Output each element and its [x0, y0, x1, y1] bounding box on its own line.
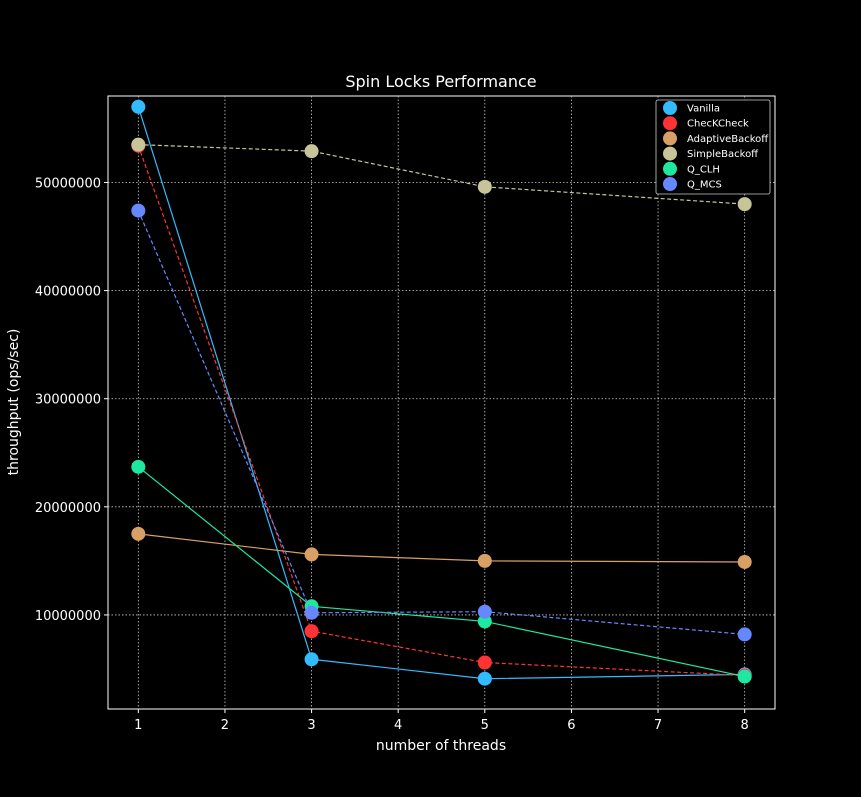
data-point-simplebackoff	[131, 137, 146, 152]
series-layer	[131, 99, 752, 686]
legend-label-simplebackoff: SimpleBackoff	[687, 149, 759, 160]
series-line-vanilla	[137, 106, 745, 680]
x-tick-label: 8	[741, 718, 749, 733]
legend-marker-q-clh	[663, 161, 677, 176]
x-tick-label: 4	[394, 718, 402, 733]
data-point-simplebackoff	[737, 197, 752, 212]
data-point-checkcheck	[304, 624, 319, 639]
x-axis-label: number of threads	[376, 738, 506, 754]
data-point-q-mcs	[304, 605, 319, 620]
y-tick-label: 30000000	[35, 393, 101, 408]
x-tick-label: 2	[221, 718, 229, 733]
data-point-q-mcs	[131, 203, 146, 218]
data-point-vanilla	[477, 671, 492, 686]
legend-label-vanilla: Vanilla	[687, 104, 720, 115]
data-point-q-clh	[477, 614, 492, 629]
x-tick-label: 7	[654, 718, 662, 733]
series-line-checkcheck	[137, 145, 745, 677]
data-point-adaptivebackoff	[737, 554, 752, 569]
legend-marker-q-mcs	[663, 177, 677, 191]
legend-marker-simplebackoff	[663, 146, 677, 161]
series-line-adaptivebackoff	[138, 533, 745, 563]
y-tick-label: 10000000	[35, 609, 101, 624]
series-simplebackoff	[131, 137, 752, 212]
legend-label-adaptivebackoff: AdaptiveBackoff	[687, 134, 769, 145]
legend-label-q-clh: Q_CLH	[687, 164, 720, 175]
legend-marker-vanilla	[663, 101, 677, 115]
series-line-simplebackoff	[138, 144, 745, 205]
legend-marker-adaptivebackoff	[663, 131, 677, 146]
x-tick-label: 6	[567, 718, 575, 733]
data-point-q-clh	[131, 459, 146, 474]
data-point-simplebackoff	[477, 179, 492, 194]
series-adaptivebackoff	[131, 526, 752, 569]
chart-title: Spin Locks Performance	[345, 72, 536, 91]
x-tick-label: 3	[307, 718, 315, 733]
data-point-q-mcs	[477, 604, 492, 619]
data-point-adaptivebackoff	[304, 547, 319, 562]
x-tick-label: 1	[134, 718, 142, 733]
series-q-clh	[131, 459, 752, 684]
data-point-vanilla	[131, 99, 146, 114]
y-axis-label: throughput (ops/sec)	[6, 329, 22, 476]
series-line-q-mcs	[137, 210, 745, 635]
legend-marker-checkcheck	[663, 116, 677, 131]
data-point-adaptivebackoff	[131, 526, 146, 541]
legend: Vanilla ChecKCheck AdaptiveBackoff SimpleBa…	[655, 99, 771, 195]
legend-label-checkcheck: ChecKCheck	[687, 119, 749, 130]
legend-box	[655, 99, 771, 195]
y-tick-label: 50000000	[35, 176, 101, 191]
y-tick-label: 20000000	[35, 501, 101, 516]
x-tick-label: 5	[481, 718, 489, 733]
data-point-q-mcs	[737, 627, 752, 642]
data-point-simplebackoff	[304, 144, 319, 159]
data-point-checkcheck	[477, 655, 492, 670]
y-tick-label: 40000000	[35, 285, 101, 300]
axis-ticks: 1 2 3 4 5 6 7 8 10000000 20000000 30000000 40000000…	[35, 176, 749, 733]
data-point-vanilla	[304, 652, 319, 667]
series-q-mcs	[131, 203, 752, 642]
data-point-adaptivebackoff	[477, 553, 492, 568]
data-point-q-clh	[737, 669, 752, 684]
legend-label-q-mcs: Q_MCS	[687, 180, 722, 191]
series-line-q-clh	[137, 466, 745, 678]
